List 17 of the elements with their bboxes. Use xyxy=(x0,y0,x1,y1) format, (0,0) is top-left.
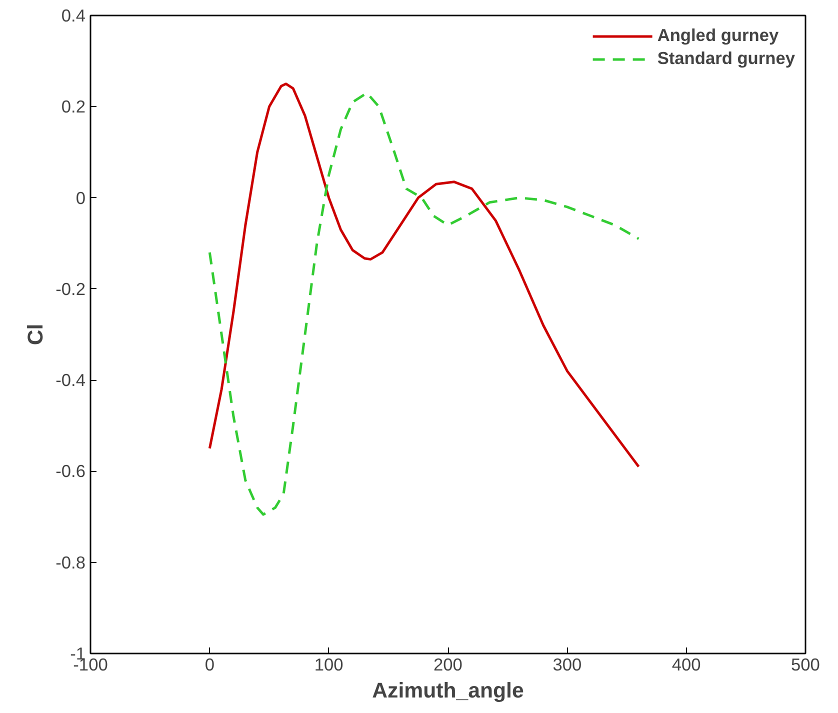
y-tick-label: 0.4 xyxy=(61,6,86,26)
y-tick-label: -0.6 xyxy=(56,461,86,482)
y-axis-title: Cl xyxy=(24,324,48,346)
y-tick-label: -0.8 xyxy=(56,552,86,572)
x-tick-label: 0 xyxy=(204,654,214,674)
x-tick-label: 100 xyxy=(314,654,344,674)
y-tick-label: -0.2 xyxy=(56,278,86,299)
legend-label: Angled gurney xyxy=(657,25,779,46)
y-tick-label: 0 xyxy=(76,188,86,208)
x-tick-label: 200 xyxy=(434,654,462,674)
x-axis-title: Azimuth_angle xyxy=(372,678,524,702)
y-tick-label: 0.2 xyxy=(61,96,86,117)
x-tick-label: 300 xyxy=(552,654,582,674)
y-tick-label: -0.4 xyxy=(56,370,86,390)
x-tick-label: 500 xyxy=(791,654,820,674)
x-tick-label: 400 xyxy=(672,654,701,674)
legend-label: Standard gurney xyxy=(657,48,795,69)
